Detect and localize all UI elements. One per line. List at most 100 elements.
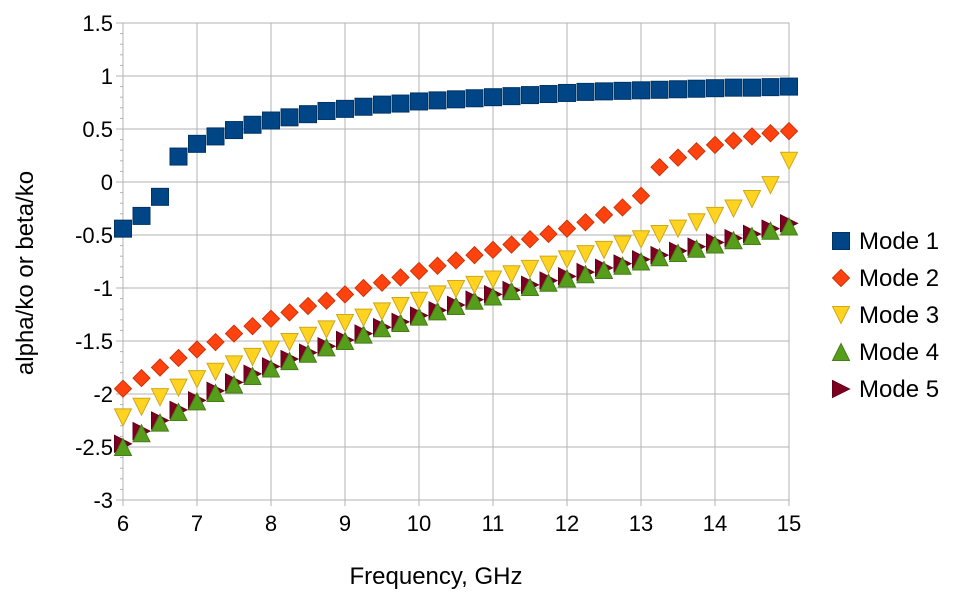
data-point	[410, 92, 428, 111]
legend-marker	[831, 306, 851, 325]
data-point	[225, 121, 243, 140]
data-point	[317, 320, 336, 339]
data-point	[169, 402, 188, 422]
data-point	[742, 127, 762, 146]
data-point	[206, 362, 225, 382]
data-point	[335, 285, 355, 304]
data-point	[650, 247, 669, 267]
data-point	[576, 264, 595, 284]
data-point	[206, 383, 225, 402]
data-point	[280, 333, 299, 352]
data-point	[650, 157, 669, 177]
data-point	[280, 108, 299, 127]
data-point	[336, 99, 354, 118]
data-point	[243, 316, 262, 336]
data-point	[169, 378, 188, 398]
data-point	[650, 224, 669, 244]
data-point	[557, 268, 577, 288]
data-point	[446, 296, 466, 316]
data-point	[132, 368, 151, 388]
data-point	[613, 198, 632, 217]
data-point	[576, 213, 595, 232]
data-point	[224, 324, 244, 343]
data-point	[687, 213, 706, 232]
x-tick-label: 7	[191, 511, 203, 536]
data-point	[372, 273, 392, 292]
legend-item: Mode 5	[832, 376, 939, 403]
data-point	[779, 151, 799, 171]
data-point	[705, 135, 725, 155]
x-axis-title: Frequency, GHz	[350, 563, 523, 590]
data-point	[132, 397, 151, 417]
x-tick-label: 12	[555, 511, 579, 536]
data-point	[446, 280, 466, 299]
data-point	[298, 344, 318, 363]
legend-item: Mode 1	[832, 228, 939, 255]
data-point	[169, 348, 188, 368]
data-point	[669, 80, 687, 99]
data-point	[557, 250, 577, 269]
data-point	[780, 77, 798, 96]
data-point	[539, 85, 558, 104]
data-point	[539, 273, 558, 292]
data-point	[631, 230, 651, 249]
data-point	[372, 318, 392, 338]
data-point	[761, 176, 780, 195]
data-point	[706, 79, 724, 98]
data-point	[317, 291, 336, 310]
data-point	[724, 78, 743, 97]
data-point	[150, 388, 170, 407]
legend-marker	[832, 379, 851, 399]
data-point	[761, 78, 780, 97]
data-point	[502, 265, 521, 284]
legend-label: Mode 1	[859, 228, 939, 255]
data-point	[779, 216, 799, 236]
data-point	[742, 226, 762, 246]
data-point	[484, 88, 502, 107]
legend-marker	[831, 268, 851, 288]
plot-area	[113, 77, 799, 456]
data-point	[391, 297, 410, 316]
data-point	[483, 240, 503, 260]
data-point	[446, 251, 466, 270]
data-point	[428, 256, 447, 275]
data-point	[428, 301, 447, 321]
data-point	[428, 285, 447, 304]
legend: Mode 1 Mode 2 Mode 3 Mode 4 Mode 5	[831, 228, 939, 403]
x-tick-label: 13	[629, 511, 653, 536]
data-point	[687, 79, 706, 98]
data-point	[576, 82, 595, 101]
data-point	[724, 131, 743, 150]
data-point	[520, 230, 540, 249]
data-point	[354, 308, 373, 328]
data-point	[335, 313, 355, 333]
data-point	[224, 355, 244, 374]
y-tick-label: -2.5	[75, 435, 113, 460]
x-tick-label: 11	[482, 511, 505, 536]
x-tick-label: 6	[117, 511, 129, 536]
data-point	[113, 437, 133, 456]
data-point	[502, 87, 521, 106]
data-point	[668, 148, 688, 167]
data-point	[779, 121, 799, 141]
legend-label: Mode 5	[859, 376, 939, 403]
x-tick-label: 14	[703, 511, 727, 536]
legend-label: Mode 3	[859, 302, 939, 329]
data-point	[409, 291, 429, 311]
data-point	[317, 337, 336, 357]
data-point	[132, 423, 151, 443]
data-point	[613, 235, 632, 255]
y-tick-label: -3	[93, 488, 113, 513]
y-tick-label: 1	[101, 64, 113, 89]
x-tick-label: 15	[777, 511, 801, 536]
data-point	[632, 81, 650, 100]
data-point	[724, 230, 743, 250]
data-point	[742, 189, 762, 209]
series-mode-3	[113, 151, 799, 427]
y-axis-title: alpha/ko or beta/ko	[12, 171, 39, 375]
data-point	[705, 206, 725, 226]
data-point	[502, 281, 521, 301]
data-point	[391, 313, 410, 332]
data-point	[243, 366, 262, 385]
